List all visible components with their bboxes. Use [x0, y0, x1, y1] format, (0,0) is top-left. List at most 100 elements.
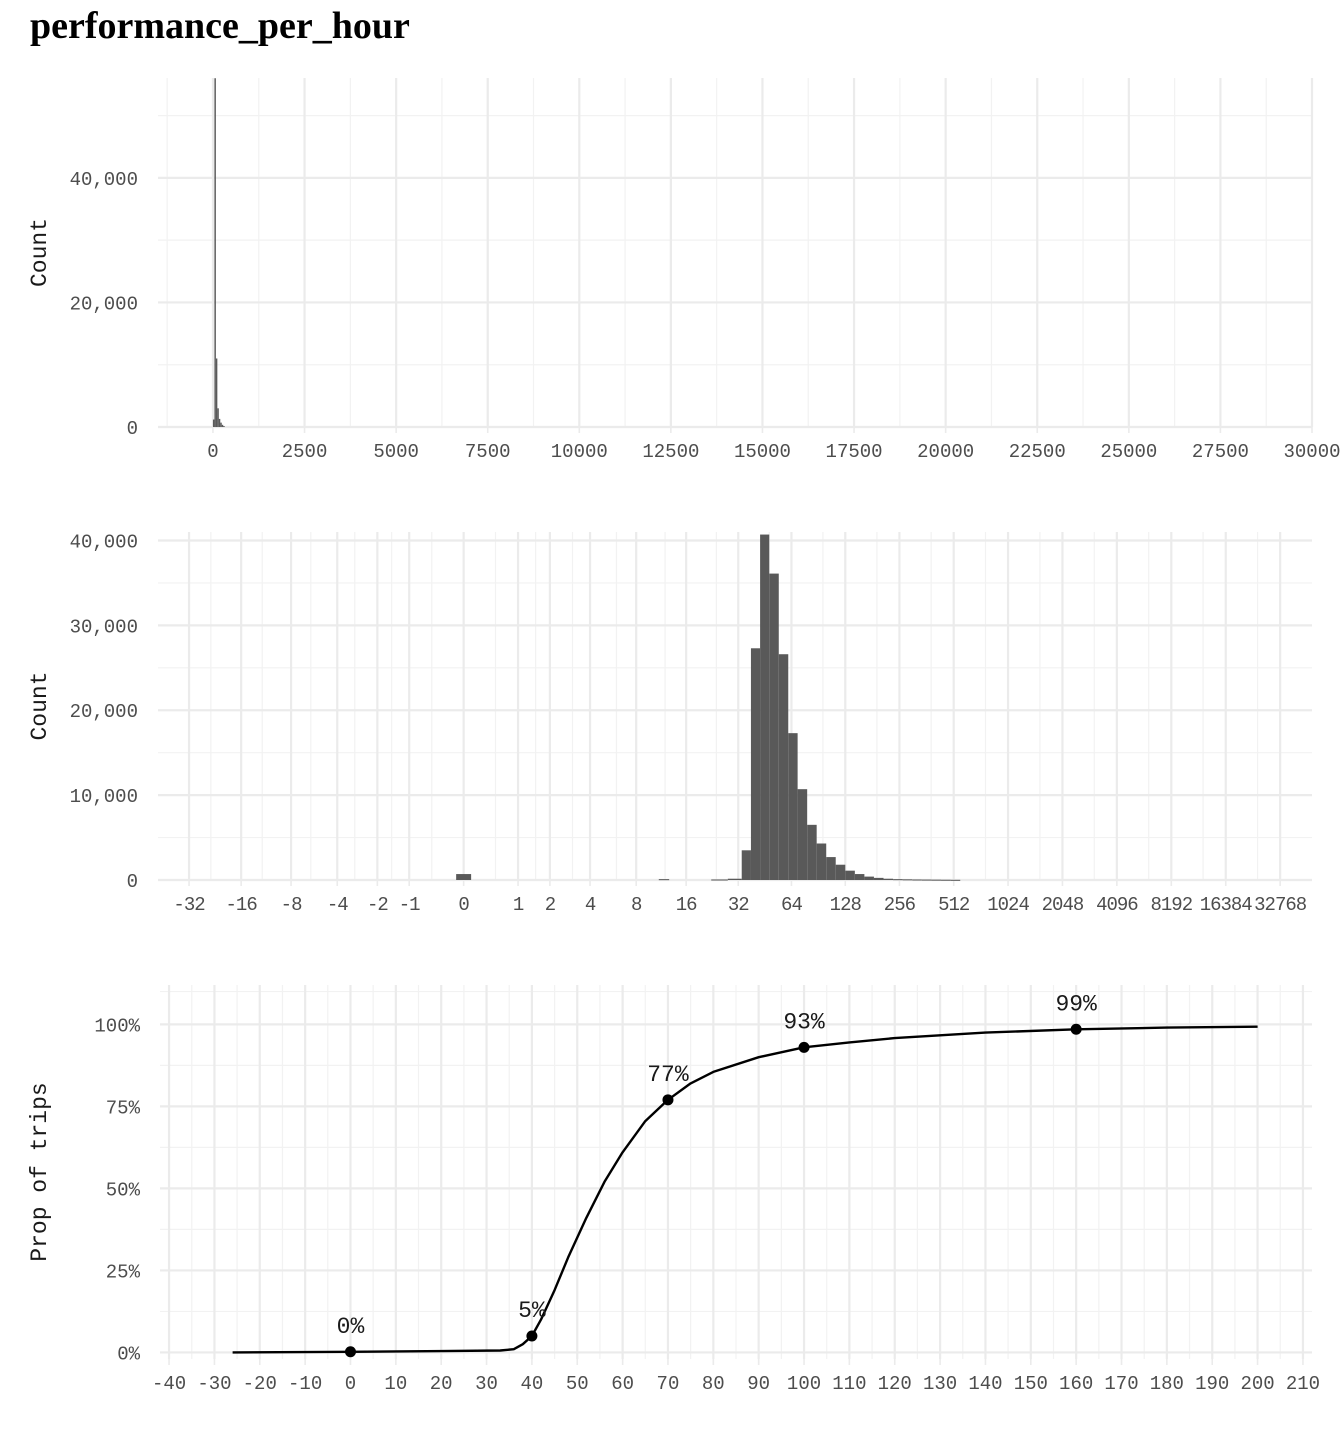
ecdf-point-label: 93% [783, 1009, 825, 1035]
ecdf-point-label: 0% [337, 1314, 365, 1340]
histogram-bar [223, 426, 225, 427]
histogram-bar [212, 419, 215, 427]
histogram-bar [456, 874, 472, 880]
histogram-bar [711, 879, 728, 881]
histogram-bar [214, 78, 216, 427]
x-tick-label: 1 [513, 894, 524, 916]
histogram-bar [760, 534, 770, 880]
x-tick-label: 128 [830, 894, 862, 916]
y-tick-label: 40,000 [70, 169, 138, 191]
x-tick-label: 32768 [1254, 894, 1307, 916]
histogram-bar [893, 879, 903, 881]
x-tick-label: 110 [832, 1373, 866, 1395]
x-tick-label: 20 [430, 1373, 453, 1395]
y-tick-label: 25% [106, 1261, 141, 1283]
y-tick-label: 30,000 [70, 616, 138, 638]
ecdf-point [344, 1346, 356, 1358]
y-tick-label: 100% [94, 1015, 140, 1037]
histogram-log-chart: 0 10,000 20,000 30,000 40,000 -32 -16 -8 -4 -2 -1 0… [27, 531, 1312, 916]
x-tick-label: -20 [243, 1373, 277, 1395]
x-tick-label: 10 [384, 1373, 407, 1395]
x-tick-label: 200 [1240, 1373, 1274, 1395]
x-tick-label: 0 [207, 441, 218, 463]
histogram-bar [217, 408, 219, 427]
x-tick-label: 120 [878, 1373, 912, 1395]
x-tick-label: 32 [728, 894, 749, 916]
ecdf-chart: 0% 25% 50% 75% 100% -40 -30 -20 -10 0 10 20 30 40 50 60… [27, 985, 1320, 1395]
histogram-bar [826, 857, 836, 880]
y-tick-label: 75% [106, 1097, 141, 1119]
x-tick-label: 0 [345, 1373, 356, 1395]
x-tick-label: 12500 [642, 441, 699, 463]
histogram-bar [658, 879, 670, 881]
histogram-bar [873, 877, 884, 880]
x-tick-label: -2 [367, 894, 388, 916]
x-tick-label: 8 [631, 894, 642, 916]
histogram-bar [215, 358, 218, 427]
histogram-bar [727, 878, 742, 880]
x-tick-label: 64 [781, 894, 802, 916]
y-tick-label: 20,000 [70, 701, 138, 723]
x-tick-label: 100 [787, 1373, 821, 1395]
x-tick-label: 140 [968, 1373, 1002, 1395]
y-tick-label: 20,000 [70, 293, 138, 315]
x-tick-label: 16384 [1200, 894, 1253, 916]
histogram-bar [912, 879, 922, 881]
histogram-bar [769, 573, 779, 880]
histogram-bar [941, 879, 951, 881]
x-tick-label: 60 [611, 1373, 634, 1395]
x-tick-label: 210 [1286, 1373, 1320, 1395]
x-tick-label: 20000 [917, 441, 974, 463]
histogram-bar [741, 850, 751, 880]
x-tick-label: 40 [520, 1373, 543, 1395]
x-tick-label: 256 [884, 894, 916, 916]
x-tick-label: 7500 [465, 441, 511, 463]
histogram-bar [835, 864, 846, 880]
x-tick-label: 15000 [734, 441, 791, 463]
x-tick-label: -40 [152, 1373, 186, 1395]
x-tick-label: 16 [676, 894, 697, 916]
histogram-bar [221, 424, 224, 427]
x-tick-label: 25000 [1100, 441, 1157, 463]
x-tick-label: 170 [1104, 1373, 1138, 1395]
x-tick-label: 2 [545, 894, 556, 916]
ecdf-point-label: 77% [647, 1062, 689, 1088]
histogram-bar [807, 824, 817, 880]
x-tick-label: 90 [747, 1373, 770, 1395]
x-tick-label: 160 [1059, 1373, 1093, 1395]
ecdf-point [1070, 1023, 1082, 1035]
histogram-bar [788, 733, 798, 880]
histogram-bar [950, 879, 961, 881]
y-axis-title: Count [27, 671, 53, 740]
y-axis-title: Count [27, 218, 53, 287]
x-tick-label: 4 [585, 894, 596, 916]
x-tick-label: 50 [566, 1373, 589, 1395]
y-tick-label: 0 [127, 418, 138, 440]
x-tick-label: -10 [288, 1373, 322, 1395]
histogram-bar [902, 879, 913, 881]
x-tick-label: 22500 [1009, 441, 1066, 463]
x-tick-label: 70 [657, 1373, 680, 1395]
x-tick-label: -8 [281, 894, 302, 916]
x-tick-label: 10000 [551, 441, 608, 463]
histogram-bar [921, 879, 932, 881]
histogram-bar [778, 654, 789, 880]
histogram-bar [816, 843, 827, 880]
x-tick-label: -30 [197, 1373, 231, 1395]
x-tick-label: 2500 [282, 441, 328, 463]
x-tick-label: 0 [458, 894, 469, 916]
x-tick-label: 30000 [1283, 441, 1340, 463]
x-tick-label: 190 [1195, 1373, 1229, 1395]
x-tick-label: 30 [475, 1373, 498, 1395]
histogram-bar [931, 879, 942, 881]
x-tick-label: -1 [399, 894, 420, 916]
ecdf-point-label: 99% [1055, 991, 1097, 1017]
x-tick-label: 8192 [1150, 894, 1192, 916]
x-tick-label: 80 [702, 1373, 725, 1395]
histogram-bar [864, 876, 874, 880]
x-tick-label: 512 [938, 894, 970, 916]
x-tick-label: 17500 [826, 441, 883, 463]
histogram-bar [218, 418, 221, 427]
y-axis-title: Prop of trips [27, 1082, 53, 1261]
x-tick-label: 27500 [1192, 441, 1249, 463]
